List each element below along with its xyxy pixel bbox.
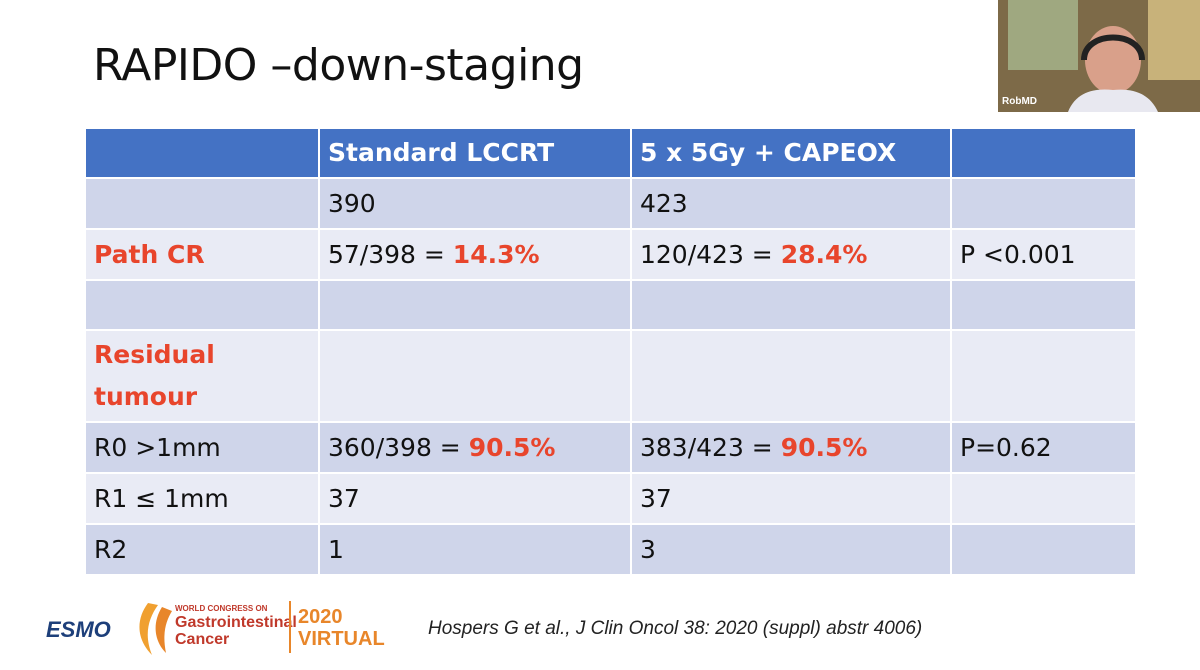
table-cell [318, 329, 632, 423]
cell-text: 57/398 = [328, 239, 453, 269]
table-cell: 423 [630, 177, 952, 230]
table-cell [950, 523, 1137, 576]
table-row: R1 ≤ 1mm 37 37 [84, 472, 1137, 525]
header-row: Standard LCCRT 5 x 5Gy + CAPEOX [84, 127, 1137, 179]
congress-name: Gastrointestinal [175, 614, 297, 631]
cell-text: 360/398 = [328, 432, 469, 462]
table-cell: 37 [630, 472, 952, 525]
cell-emphasis: 90.5% [780, 432, 868, 462]
congress-name: Cancer [175, 631, 229, 648]
year: 2020 [298, 606, 343, 628]
cell-text: 120/423 = [640, 239, 781, 269]
table-row: R2 1 3 [84, 523, 1137, 576]
webcam-video [998, 0, 1200, 112]
header-cell: 5 x 5Gy + CAPEOX [630, 127, 952, 179]
table-cell [630, 329, 952, 423]
table-cell [318, 279, 632, 331]
footer-logos: ESMO WORLD CONGRESS ON Gastrointestinal … [46, 601, 385, 655]
wheat-icon [155, 607, 172, 653]
table-row: Path CR 57/398 = 14.3% 120/423 = 28.4% P <0… [84, 228, 1137, 281]
table-cell: P=0.62 [950, 421, 1137, 474]
cell-emphasis: 14.3% [452, 239, 540, 269]
cell-emphasis: 28.4% [780, 239, 868, 269]
congress-label: WORLD CONGRESS ON [175, 604, 268, 613]
table-row: Residual tumour [84, 329, 1137, 423]
participant-name: RobMD [1002, 96, 1037, 107]
table-cell: 383/423 = 90.5% [630, 421, 952, 474]
table-row: 390 423 [84, 177, 1137, 230]
cell-text: 383/423 = [640, 432, 781, 462]
slide-title: RAPIDO –down-staging [93, 40, 584, 91]
table-cell [950, 177, 1137, 230]
table-cell: R1 ≤ 1mm [84, 472, 320, 525]
header-cell: Standard LCCRT [318, 127, 632, 179]
table-cell [950, 329, 1137, 423]
table-cell: 1 [318, 523, 632, 576]
results-table: Standard LCCRT 5 x 5Gy + CAPEOX 390 423 Path… [84, 127, 1137, 576]
citation: Hospers G et al., J Clin Oncol 38: 2020 … [428, 618, 923, 639]
shirt [1068, 89, 1158, 112]
table-cell: Path CR [84, 228, 320, 281]
table-cell [630, 279, 952, 331]
esmo-logo: ESMO [46, 617, 111, 642]
table-cell [950, 279, 1137, 331]
table-cell: R2 [84, 523, 320, 576]
cell-emphasis: 90.5% [468, 432, 556, 462]
cell-emphasis: Path CR [94, 239, 205, 269]
table-cell: Residual tumour [84, 329, 320, 423]
cell-emphasis: Residual tumour [94, 340, 215, 411]
table-cell: R0 >1mm [84, 421, 320, 474]
table-cell [84, 177, 320, 230]
virtual: VIRTUAL [298, 628, 385, 650]
header-cell [950, 127, 1137, 179]
table-cell: 360/398 = 90.5% [318, 421, 632, 474]
table-cell: 57/398 = 14.3% [318, 228, 632, 281]
table-cell: P <0.001 [950, 228, 1137, 281]
headset [1081, 34, 1145, 61]
table-row [84, 279, 1137, 331]
table-cell: 37 [318, 472, 632, 525]
table-cell [84, 279, 320, 331]
header-cell [84, 127, 320, 179]
webcam [998, 0, 1200, 112]
poster [1148, 0, 1200, 80]
table-cell: 3 [630, 523, 952, 576]
poster [1008, 0, 1078, 70]
table-cell: 390 [318, 177, 632, 230]
table-cell [950, 472, 1137, 525]
table-cell: 120/423 = 28.4% [630, 228, 952, 281]
wheat-icon [139, 603, 158, 655]
table-row: R0 >1mm 360/398 = 90.5% 383/423 = 90.5% P=0… [84, 421, 1137, 474]
